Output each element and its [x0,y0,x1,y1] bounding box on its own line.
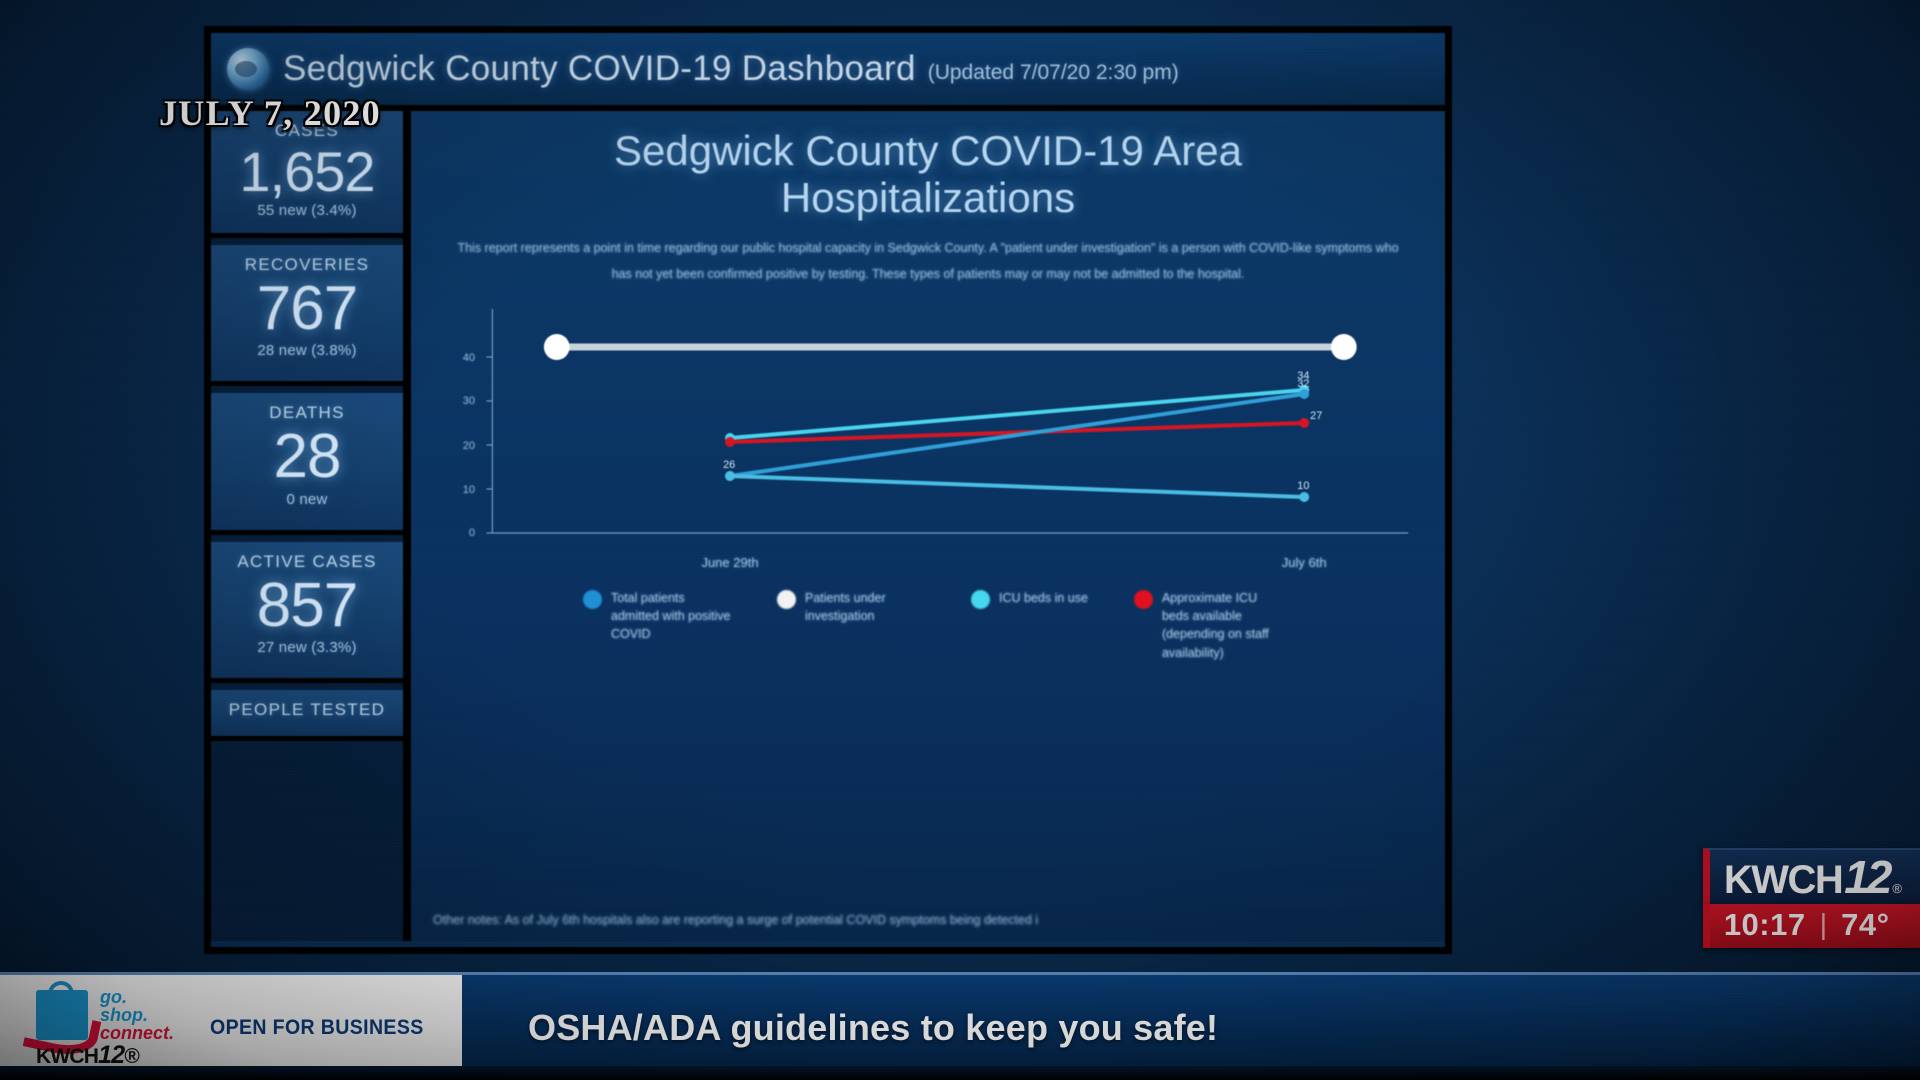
ticker-base-strip [0,1066,1920,1080]
stat-label: RECOVERIES [244,255,370,275]
x-tick-july-6: July 6th [1281,554,1327,570]
stat-sub: 28 new (3.8%) [257,342,357,360]
kwch-logo: KWCH 12 ® [1702,848,1920,904]
legend-swatch-icon [1133,590,1153,610]
dashboard-header: Sedgwick County COVID-19 Dashboard (Upda… [211,33,1445,111]
y-tick-40: 40 [462,351,475,364]
series-total-patients-admitted [725,389,1310,482]
legend-item-patients-under-investigation[interactable]: Patients under investigation [777,589,925,662]
dashboard-updated-timestamp: (Updated 7/07/20 2:30 pm) [927,61,1179,84]
chart-plot-area: 26 34 32 27 10 0 10 20 30 40 [433,301,1423,571]
go-shop-connect-logo: go. shop. connect. KWCH12® [22,980,174,1074]
y-tick-10: 10 [462,484,475,497]
y-tick-20: 20 [462,439,475,452]
stat-card-recoveries[interactable]: RECOVERIES 767 28 new (3.8%) [211,245,403,387]
legend-item-icu-beds-in-use[interactable]: ICU beds in use [971,589,1088,662]
stat-card-active-cases[interactable]: ACTIVE CASES 857 27 new (3.3%) [211,541,403,683]
stat-label: PEOPLE TESTED [228,699,386,719]
series-secondary-declining [725,471,1310,503]
point-label-e: 10 [1297,480,1309,492]
point-label-a: 26 [723,459,735,471]
dashboard-body: CASES 1,652 55 new (3.4%) RECOVERIES 767… [211,111,1445,941]
covid-dashboard-window: Sedgwick County COVID-19 Dashboard (Upda… [204,26,1452,954]
hospitalizations-panel: Sedgwick County COVID-19 Area Hospitaliz… [411,111,1445,941]
station-bug: KWCH 12 ® 10:17 | 74° [1702,848,1920,948]
legend-swatch-icon [777,590,796,610]
chart-title-line-1: Sedgwick County COVID-19 Area [614,127,1242,174]
sponsor-block: go. shop. connect. KWCH12® OPEN FOR BUSI… [0,975,462,1080]
sponsor-brand-reg: ® [124,1044,140,1068]
legend-label: Approximate ICU beds available (dependin… [1161,591,1269,660]
series-patients-under-investigation [543,334,1357,361]
stat-value: 1,652 [239,140,375,203]
stat-value: 28 [273,422,342,492]
stat-card-deaths[interactable]: DEATHS 28 0 new [211,393,403,535]
sponsor-line-1: go. [100,986,127,1007]
stat-sub: 27 new (3.3%) [257,638,357,656]
stat-value: 857 [256,570,358,640]
stat-card-people-tested[interactable]: PEOPLE TESTED [211,689,403,741]
globe-icon [227,48,269,90]
date-overlay-graphic: JULY 7, 2020 [159,93,381,133]
stat-label: DEATHS [269,403,345,423]
legend-label: ICU beds in use [999,591,1088,606]
ticker-category-label: OPEN FOR BUSINESS [210,1015,424,1039]
legend-label: Patients under investigation [805,591,886,624]
kwch-logo-number: 12 [1844,851,1892,903]
sponsor-brand-number: 12 [98,1040,125,1069]
registered-mark-icon: ® [1892,881,1902,896]
chart-legend: Total patients admitted with positive CO… [583,589,1423,662]
stats-sidebar: CASES 1,652 55 new (3.4%) RECOVERIES 767… [211,111,411,941]
point-label-c: 32 [1297,378,1309,390]
stat-label: ACTIVE CASES [237,551,377,571]
chart-title: Sedgwick County COVID-19 Area Hospitaliz… [433,127,1423,222]
chart-description: This report represents a point in time r… [457,240,1399,281]
y-tick-30: 30 [462,395,475,408]
stat-sub: 0 new [286,490,328,508]
legend-item-total-patients[interactable]: Total patients admitted with positive CO… [583,589,731,662]
sponsor-line-2: shop. [100,1004,148,1025]
legend-swatch-icon [583,590,602,610]
stat-value: 767 [256,274,358,344]
legend-swatch-icon [971,590,990,610]
x-tick-june-29: June 29th [701,554,759,570]
temperature-readout: 74° [1841,907,1890,942]
bug-divider: | [1819,908,1828,941]
point-label-d: 27 [1310,410,1322,422]
ticker-headline: OSHA/ADA guidelines to keep you safe! [528,1006,1219,1048]
sponsor-tagline: go. shop. connect. [100,986,174,1042]
clock-readout: 10:17 [1723,907,1806,942]
lower-third-ticker: go. shop. connect. KWCH12® OPEN FOR BUSI… [0,972,1920,1080]
legend-item-icu-beds-available[interactable]: Approximate ICU beds available (dependin… [1133,589,1282,662]
clock-temp-bar: 10:17 | 74° [1702,904,1920,948]
chart-footnote: Other notes: As of July 6th hospitals al… [433,913,1039,927]
kwch-logo-word: KWCH [1723,858,1844,902]
chart-title-line-2: Hospitalizations [780,174,1076,222]
y-tick-0: 0 [468,527,475,540]
y-tick-marks [486,356,493,534]
legend-label: Total patients admitted with positive CO… [611,591,731,642]
line-chart-svg: 26 34 32 27 10 [486,309,1409,534]
sponsor-brand-word: KWCH [36,1044,99,1068]
stat-sub: 55 new (3.4%) [257,202,357,220]
dashboard-title: Sedgwick County COVID-19 Dashboard [283,49,916,88]
